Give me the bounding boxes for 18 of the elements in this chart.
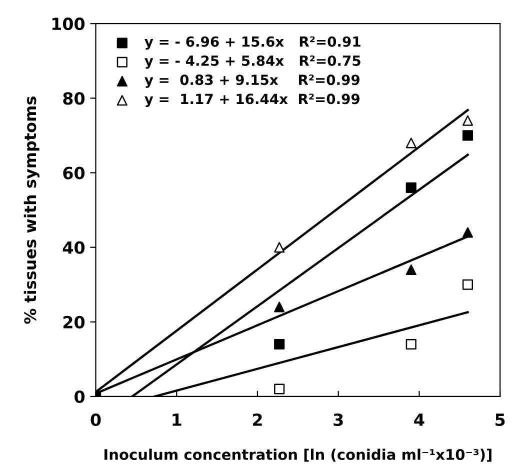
y-tick-label: 20 [63,316,85,328]
y-tick-label: 40 [62,241,85,254]
x-tick-label: 2 [253,413,262,426]
legend-label: y = - 6.96 + 15.6x R²=0.91 [144,36,360,50]
x-axis-title: Inoculum concentration [ln (conidia ml⁻¹x10⁻³)] [104,448,492,462]
legend-label: y = - 4.25 + 5.84x R²=0.75 [144,55,360,69]
x-tick-label: 3 [334,413,343,426]
x-tick-label: 0 [90,413,101,426]
y-tick-label: 0 [74,390,85,404]
y-tick-label: 100 [52,18,85,30]
y-axis-title: % tissues with symptoms [24,96,40,324]
x-tick-label: 1 [172,414,182,426]
legend-label: y = 1.17 + 16.44x R²=0.99 [144,94,360,107]
y-tick-label: 80 [63,92,85,105]
legend-label: y = 0.83 + 9.15x R²=0.99 [144,74,360,88]
x-tick-label: 5 [496,414,505,426]
x-tick-label: 4 [414,414,424,426]
y-tick-label: 60 [63,166,85,180]
